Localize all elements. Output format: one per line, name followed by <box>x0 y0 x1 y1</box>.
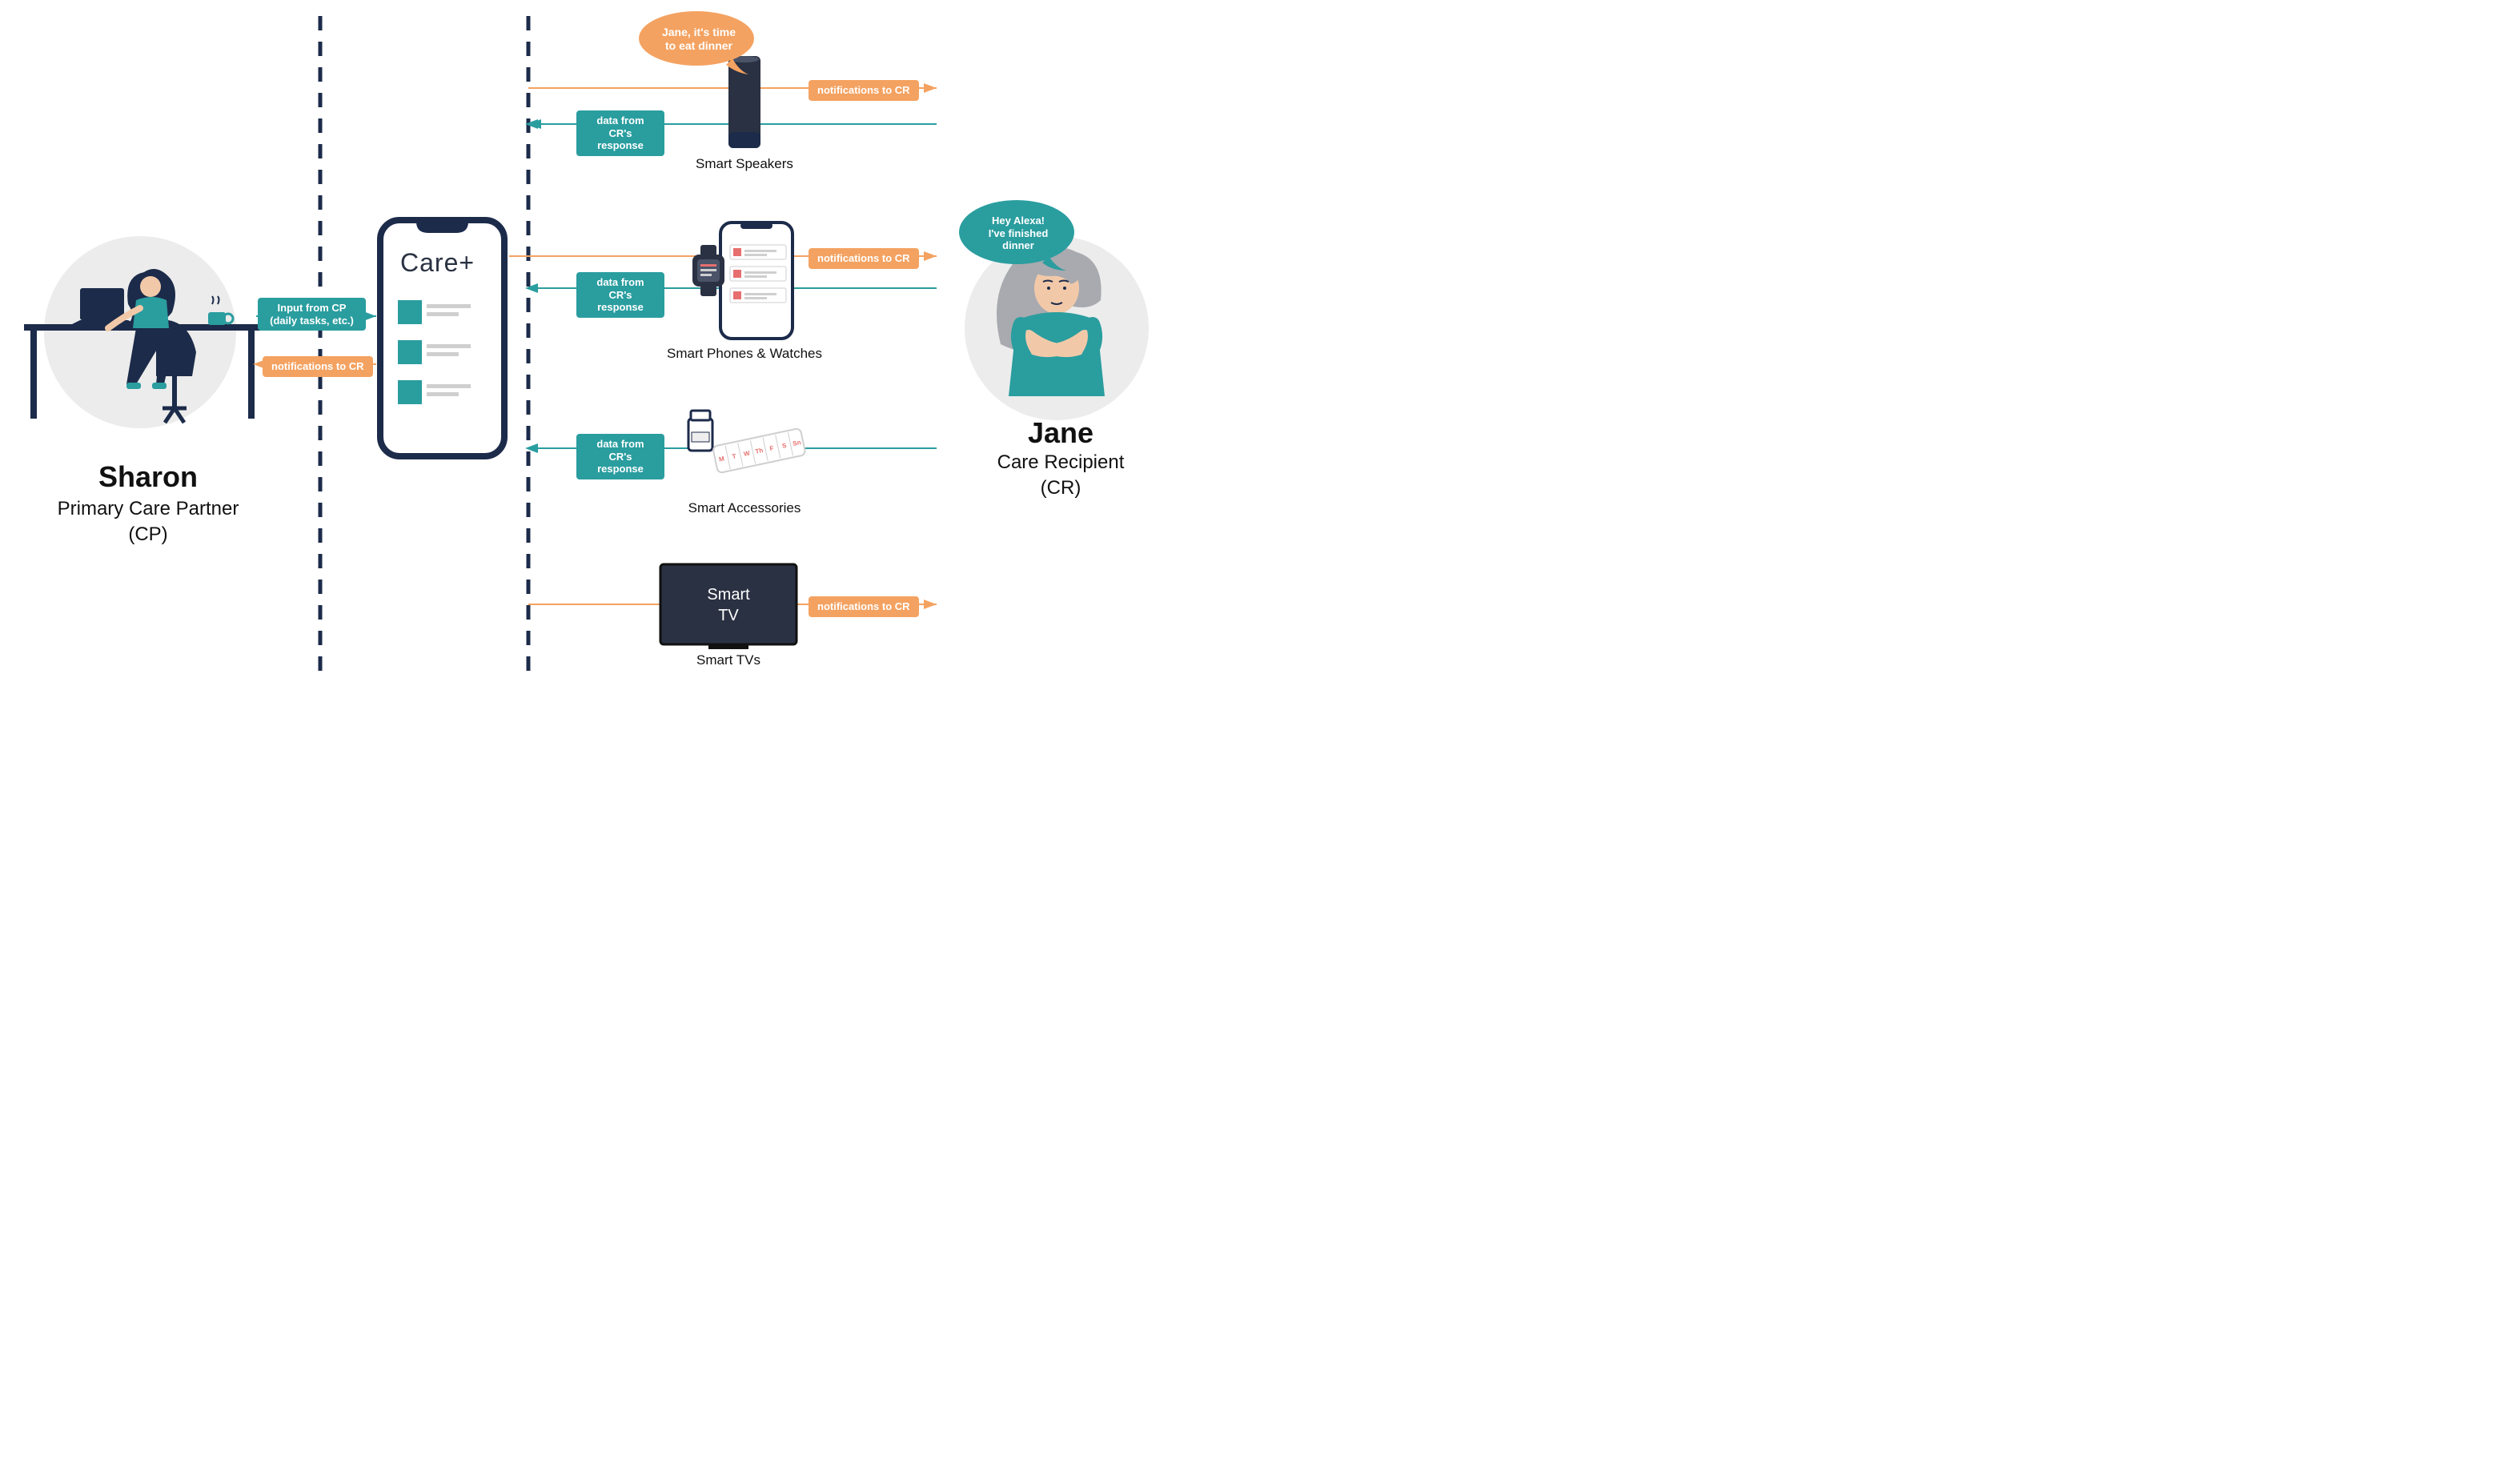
label-input-cp: Input from CP (daily tasks, etc.) <box>258 298 366 331</box>
device-speakers: Smart Speakers <box>672 156 817 172</box>
cp-role-1: Primary Care Partner <box>32 496 264 521</box>
sharon-illustration <box>24 236 264 428</box>
cp-name: Sharon <box>48 460 248 494</box>
accessories-icon: M T W Th F S Sn <box>688 411 806 473</box>
device-accessories: Smart Accessories <box>656 500 833 516</box>
device-tvs: Smart TVs <box>672 652 784 668</box>
jane-illustration <box>965 236 1149 420</box>
label-speaker-notif: notifications to CR <box>809 80 919 101</box>
label-tv-notif: notifications to CR <box>809 596 919 617</box>
phone-watch-icon <box>692 223 793 339</box>
cp-role-2: (CP) <box>32 522 264 547</box>
smart-speaker-icon <box>728 56 760 148</box>
diagram-canvas: M T W Th F S Sn <box>0 0 1185 687</box>
speaker-speech-text: Jane, it's time to eat dinner <box>647 26 751 53</box>
cr-role-2: (CR) <box>961 475 1161 500</box>
label-accessory-data: data from CR's response <box>576 434 664 479</box>
cr-role-1: Care Recipient <box>961 450 1161 475</box>
label-phone-notif: notifications to CR <box>809 248 919 269</box>
app-title: Care+ <box>400 248 475 278</box>
tv-screen-text: Smart TV <box>660 584 797 626</box>
jane-speech-text: Hey Alexa! I've finished dinner <box>970 215 1066 252</box>
label-speaker-data: data from CR's response <box>576 110 664 156</box>
device-phones-watches: Smart Phones & Watches <box>640 346 849 362</box>
label-notif-cp: notifications to CR <box>263 356 373 377</box>
label-phone-data: data from CR's response <box>576 272 664 318</box>
cr-name: Jane <box>981 416 1141 450</box>
